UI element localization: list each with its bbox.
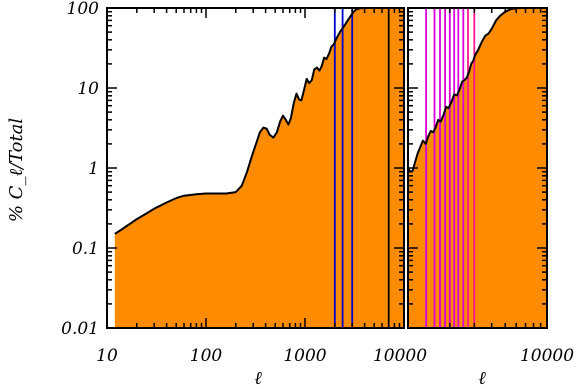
left-x-tick-label: 10000 [373,346,427,366]
left-y-tick-label: 10 [77,79,99,99]
left-y-tick-label: 100 [67,0,100,19]
left-x-tick-label: 1000 [283,346,326,366]
left-area-fill [114,8,404,328]
left-curve-line [114,8,404,235]
left-x-tick-label: 100 [190,346,223,366]
right-x-axis-label: ℓ [478,368,486,389]
left-plot-area [114,8,404,328]
left-axis-ticks [106,7,404,329]
left-y-tick-label: 0.1 [72,239,99,259]
left-panel: 10 100 1000 10000 0.01 0.1 1 10 100 [61,0,427,366]
y-axis-label: % C_ℓ/Total [6,118,27,223]
left-tick-labels: 10 100 1000 10000 0.01 0.1 1 10 100 [61,0,427,366]
right-panel: 10000 [407,7,574,366]
right-plot-area [408,8,547,328]
right-tick-labels: 10000 [520,346,574,366]
right-axis-ticks [407,7,547,329]
left-y-tick-label: 0.01 [61,319,99,339]
left-x-axis-label: ℓ [254,368,262,389]
left-x-tick-label: 10 [96,346,118,366]
left-y-tick-label: 1 [88,159,99,179]
right-area-fill [408,8,547,328]
right-x-tick-label: 10000 [520,346,574,366]
